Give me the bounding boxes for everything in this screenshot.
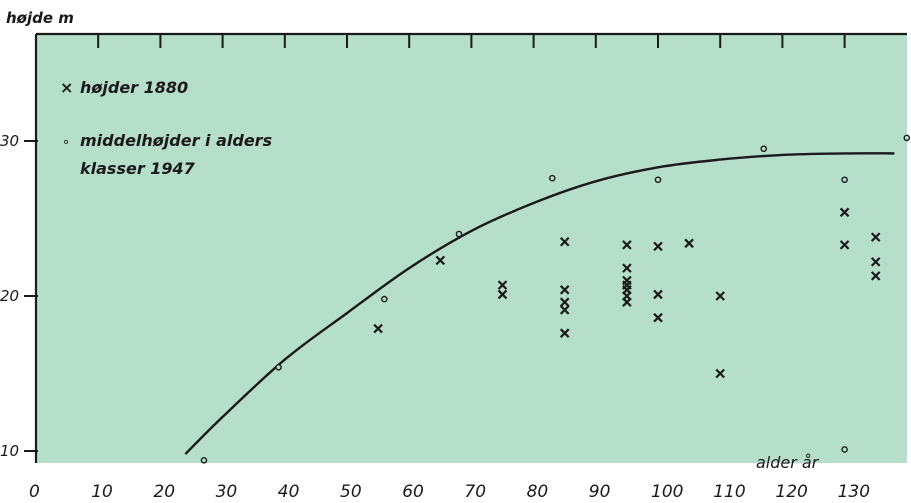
cross-stroke: [653, 312, 663, 323]
point-height-1880: [870, 232, 881, 242]
y-tick-label: 30: [0, 132, 19, 150]
point-height-1880: [653, 289, 663, 300]
cross-stroke: [715, 368, 725, 379]
point-height-1880: [870, 257, 881, 267]
point-height-1880: [653, 312, 663, 323]
cross-stroke: [559, 305, 570, 315]
y-tick-label: 20: [0, 287, 19, 305]
point-mean-height-1947: [200, 456, 208, 464]
cross-stroke: [870, 257, 881, 267]
cross-stroke: [839, 207, 850, 218]
x-tick-label: 80: [527, 482, 549, 502]
x-tick-label: 70: [464, 482, 486, 502]
point-height-1880: [497, 280, 508, 290]
point-mean-height-1947: [841, 176, 848, 184]
point-height-1880: [715, 291, 725, 301]
point-height-1880: [559, 236, 570, 247]
legend: × højder 1880 ∘ middelhøjder i alders kl…: [60, 78, 272, 178]
point-height-1880: [622, 240, 632, 250]
x-tick-label: 30: [216, 482, 238, 502]
legend-label-classes-1947: klasser 1947: [80, 159, 196, 178]
legend-label-mean-heights: middelhøjder i alders: [80, 131, 272, 150]
point-mean-height-1947: [841, 446, 848, 453]
point-height-1880: [622, 297, 632, 307]
cross-stroke: [715, 291, 725, 301]
point-mean-height-1947: [548, 174, 556, 182]
axis-ticks: [24, 34, 846, 452]
x-axis-label: alder år: [756, 453, 820, 472]
cross-stroke: [870, 232, 881, 242]
legend-symbol-circle: ∘: [62, 135, 70, 150]
cross-stroke: [839, 240, 850, 250]
cross-stroke: [559, 297, 570, 307]
cross-stroke: [653, 241, 663, 252]
plot-background: [36, 34, 907, 463]
point-height-1880: [684, 238, 694, 249]
x-tick-label: 120: [775, 482, 807, 502]
point-height-1880: [435, 255, 446, 266]
legend-symbol-cross: ×: [60, 78, 73, 97]
point-height-1880: [559, 328, 570, 338]
cross-stroke: [559, 328, 570, 338]
x-tick-label: 110: [713, 482, 745, 502]
cross-stroke: [622, 297, 632, 307]
cross-stroke: [559, 285, 570, 295]
y-tick-label: 10: [0, 442, 19, 460]
cross-stroke: [559, 236, 570, 247]
y-axis-label: højde m: [6, 9, 74, 27]
point-mean-height-1947: [275, 363, 282, 371]
height-curve: [184, 152, 895, 455]
x-tick-label: 60: [402, 482, 424, 502]
x-tick-label: 10: [91, 482, 113, 502]
point-mean-height-1947: [455, 230, 463, 238]
point-height-1880: [715, 368, 725, 379]
point-height-1880: [870, 271, 881, 281]
point-height-1880: [653, 241, 663, 252]
cross-stroke: [684, 238, 694, 249]
point-mean-height-1947: [654, 176, 662, 184]
x-tick-label: 40: [278, 482, 300, 502]
x-tick-label: 90: [589, 482, 611, 502]
point-height-1880: [497, 289, 508, 300]
point-mean-height-1947: [760, 145, 768, 153]
cross-stroke: [653, 289, 663, 300]
axis-tick-labels: 0 10 20 30 40 50 60 70 80 90 100 110 120 130 10 20 30: [0, 132, 870, 502]
point-height-1880: [839, 240, 850, 250]
cross-stroke: [870, 271, 881, 281]
cross-stroke: [435, 255, 446, 266]
x-tick-label: 100: [651, 482, 683, 502]
point-height-1880: [839, 207, 850, 218]
cross-stroke: [622, 240, 632, 250]
cross-stroke: [497, 289, 508, 300]
point-height-1880: [373, 323, 383, 334]
x-tick-label: 0: [29, 482, 40, 502]
cross-stroke: [497, 280, 508, 290]
data-points: [200, 134, 911, 464]
x-tick-label: 130: [838, 482, 870, 502]
point-mean-height-1947: [381, 295, 388, 303]
point-height-1880: [622, 263, 632, 273]
legend-label-heights-1880: højder 1880: [80, 78, 188, 97]
x-tick-label: 20: [153, 482, 175, 502]
point-height-1880: [559, 305, 570, 315]
cross-stroke: [622, 263, 632, 273]
point-height-1880: [559, 285, 570, 295]
x-tick-label: 50: [340, 482, 362, 502]
point-mean-height-1947: [903, 134, 911, 142]
point-height-1880: [559, 297, 570, 307]
cross-stroke: [373, 323, 383, 334]
